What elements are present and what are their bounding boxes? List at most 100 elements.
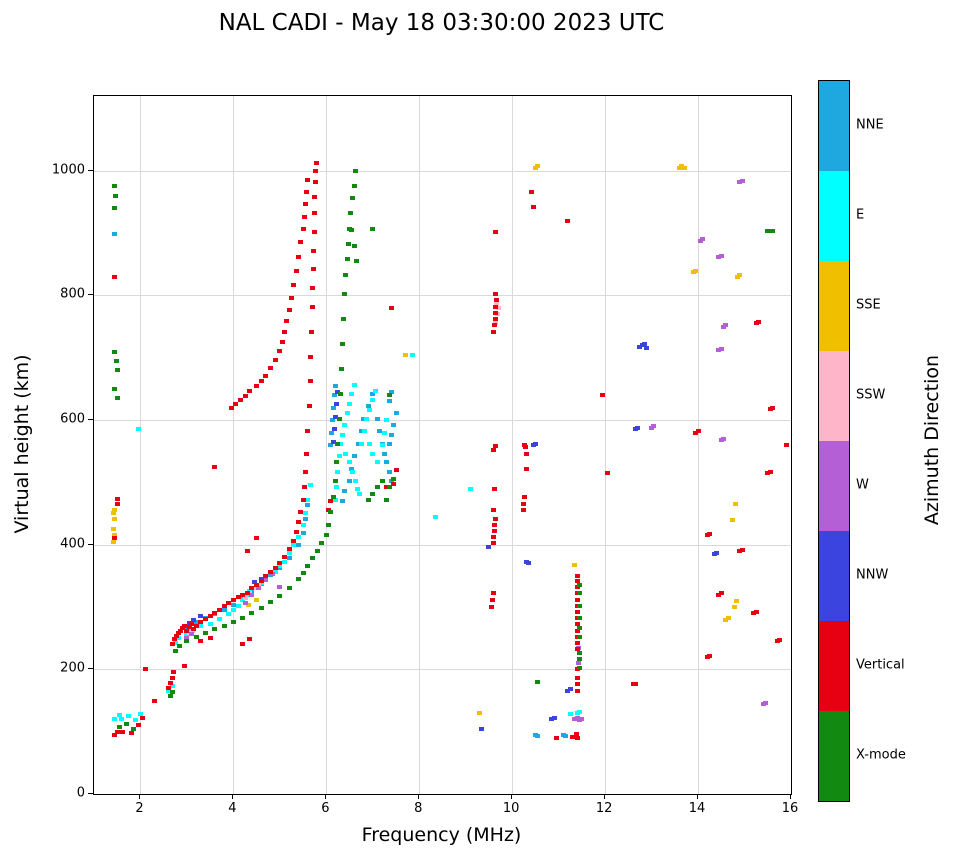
data-point-vertical [293, 269, 299, 274]
gridline-x [698, 96, 700, 794]
data-point-e [340, 433, 346, 438]
data-point-vertical [570, 734, 576, 739]
data-point-sse [111, 526, 117, 531]
x-tick-mark [790, 794, 791, 799]
data-point-ssw [242, 595, 248, 600]
gridline-y [94, 794, 791, 795]
data-point-vertical [308, 354, 314, 359]
data-point-e [349, 470, 355, 475]
data-point-vertical [301, 214, 307, 219]
data-point-x-mode [354, 259, 360, 264]
data-point-vertical [491, 541, 497, 546]
data-point-vertical [291, 538, 297, 543]
data-point-sse [112, 532, 118, 537]
data-point-x-mode [370, 227, 376, 232]
data-point-nne [329, 430, 335, 435]
data-point-w [651, 424, 657, 429]
data-point-x-mode [114, 368, 120, 373]
data-point-vertical [493, 229, 499, 234]
data-point-x-mode [344, 257, 350, 262]
data-point-nne [388, 433, 394, 438]
data-point-x-mode [177, 643, 183, 648]
data-point-vertical [769, 405, 775, 410]
x-tick-mark [232, 794, 234, 799]
data-point-vertical [228, 405, 234, 410]
y-tick-label: 1000 [51, 162, 85, 178]
data-point-e [366, 408, 372, 413]
data-point-x-mode [130, 726, 136, 731]
data-point-nnw [333, 402, 339, 407]
data-point-vertical [574, 735, 580, 740]
data-point-e [133, 718, 139, 723]
data-point-x-mode [349, 196, 355, 201]
data-point-nnw [258, 576, 264, 581]
data-point-vertical [226, 601, 232, 606]
data-point-vertical [198, 638, 204, 643]
data-point-vertical [282, 330, 287, 335]
data-point-nne [286, 555, 292, 560]
data-point-vertical [492, 522, 498, 527]
data-point-vertical [114, 496, 120, 501]
data-point-vertical [521, 501, 527, 506]
gridline-x [605, 96, 607, 794]
data-point-x-mode [370, 491, 376, 496]
data-point-e [349, 391, 355, 396]
colorbar-tick-label: NNE [856, 117, 884, 133]
data-point-x-mode [335, 441, 341, 446]
data-point-vertical [184, 628, 190, 633]
data-point-vertical [177, 628, 183, 633]
data-point-e [307, 482, 313, 487]
data-point-vertical [268, 570, 274, 575]
data-point-vertical [120, 729, 126, 734]
data-point-sse [730, 517, 736, 522]
data-point-x-mode [309, 556, 315, 561]
data-point-x-mode [112, 349, 118, 354]
data-point-x-mode [230, 619, 236, 624]
data-point-e [302, 510, 308, 515]
data-point-sse [572, 562, 578, 567]
data-point-vertical [301, 485, 307, 490]
colorbar-tick-label: X-mode [856, 747, 906, 763]
data-point-vertical [310, 285, 316, 290]
data-point-nne [374, 416, 380, 421]
data-point-x-mode [112, 184, 118, 189]
data-point-nne [377, 429, 383, 434]
data-point-x-mode [295, 576, 301, 581]
data-point-vertical [305, 429, 311, 434]
data-point-nne [384, 460, 390, 465]
data-point-vertical [311, 211, 317, 216]
data-point-vertical [565, 218, 571, 223]
data-point-nne [305, 503, 311, 508]
data-point-vertical [492, 310, 498, 315]
data-point-w [184, 635, 190, 640]
y-tick-mark [88, 294, 93, 296]
x-tick-label: 12 [595, 801, 613, 816]
data-point-sse [737, 273, 743, 278]
data-point-vertical [268, 366, 274, 371]
data-point-vertical [279, 339, 285, 344]
data-point-w [249, 593, 255, 598]
data-point-nnw [331, 427, 337, 432]
data-point-vertical [249, 585, 255, 590]
data-point-nne [365, 404, 371, 409]
data-point-vertical [304, 189, 310, 194]
data-point-sse [681, 165, 687, 170]
data-point-vertical [140, 715, 146, 720]
data-point-vertical [295, 255, 301, 260]
data-point-nnw [635, 425, 641, 430]
data-point-vertical [491, 507, 497, 512]
data-point-x-mode [113, 358, 119, 363]
data-point-nnw [714, 550, 720, 555]
data-point-vertical [302, 470, 308, 475]
colorbar-segment-ssw [819, 351, 849, 441]
gridline-y [94, 295, 791, 297]
data-point-nnw [642, 342, 648, 347]
data-point-x-mode [117, 724, 123, 729]
data-point-x-mode [391, 476, 397, 481]
data-point-e [335, 470, 341, 475]
data-point-e [374, 460, 380, 465]
data-point-vertical [574, 628, 580, 633]
data-point-vertical [284, 318, 290, 323]
data-point-nne [535, 734, 541, 739]
data-point-nne [393, 410, 399, 415]
